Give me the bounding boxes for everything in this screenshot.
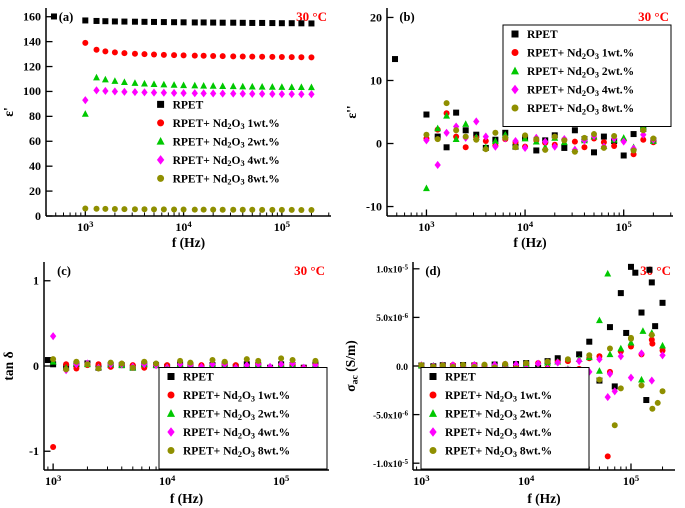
svg-text:10: 10 [370,73,382,87]
svg-text:RPET+ Nd2O3 4wt.%: RPET+ Nd2O3 4wt.% [183,427,290,440]
svg-text:5.0x10-6: 5.0x10-6 [376,313,408,324]
svg-text:60: 60 [29,134,41,148]
series-nd2-points [81,73,315,117]
svg-text:RPET+ Nd2O3 8wt.%: RPET+ Nd2O3 8wt.% [183,446,290,459]
svg-text:40: 40 [29,159,41,173]
panel-c: 103 104 105 -1 0 1 f (Hz) tan δ (c) 30 °C RPET RPET… [0,252,343,508]
svg-text:RPET+ Nd2O3 4wt.%: RPET+ Nd2O3 4wt.% [173,155,280,168]
svg-text:RPET+ Nd2O3 8wt.%: RPET+ Nd2O3 8wt.% [445,446,552,459]
svg-text:30 °C: 30 °C [640,263,671,278]
svg-text:RPET: RPET [183,372,214,384]
svg-text:f (Hz): f (Hz) [527,491,560,506]
svg-text:20: 20 [29,184,41,198]
svg-text:-5.0x10-6: -5.0x10-6 [373,410,409,421]
svg-text:140: 140 [23,34,41,48]
svg-text:f (Hz): f (Hz) [170,491,203,506]
panel-b: 103 104 105 -10 0 10 20 f (Hz) ε'' (b) 30 °C RPET RP… [343,0,685,252]
svg-text:103: 103 [45,473,62,488]
svg-text:RPET+ Nd2O3 1wt.%: RPET+ Nd2O3 1wt.% [173,118,280,131]
svg-text:RPET+ Nd2O3 8wt.%: RPET+ Nd2O3 8wt.% [173,173,280,186]
svg-text:105: 105 [273,473,289,488]
svg-text:tan δ: tan δ [1,351,16,380]
svg-text:RPET: RPET [173,99,204,111]
svg-text:1.0x10-5: 1.0x10-5 [376,264,408,275]
svg-text:0: 0 [376,136,382,150]
svg-text:103: 103 [418,219,435,234]
svg-text:RPET: RPET [445,372,476,384]
svg-text:(d): (d) [425,264,440,278]
svg-text:30 °C: 30 °C [296,9,327,24]
svg-text:σac (S/m): σac (S/m) [343,340,361,391]
svg-text:105: 105 [616,219,632,234]
svg-text:ε': ε' [1,107,16,117]
svg-text:(c): (c) [57,264,71,278]
svg-text:-1.0x10-5: -1.0x10-5 [373,459,409,470]
svg-text:160: 160 [23,10,41,24]
series-nd4-points [82,86,315,105]
series-nd8-points [423,100,657,155]
svg-text:105: 105 [274,219,290,234]
svg-text:RPET+ Nd2O3 2wt.%: RPET+ Nd2O3 2wt.% [527,66,634,79]
svg-text:RPET+ Nd2O3 4wt.%: RPET+ Nd2O3 4wt.% [445,427,552,440]
svg-text:100: 100 [23,84,41,98]
svg-text:30 °C: 30 °C [294,263,325,278]
svg-text:f (Hz): f (Hz) [172,235,205,250]
series-nd8-points [82,205,315,214]
svg-text:(a): (a) [59,10,74,24]
svg-text:0: 0 [33,359,39,373]
svg-text:RPET+ Nd2O3 1wt.%: RPET+ Nd2O3 1wt.% [445,390,552,403]
svg-text:0: 0 [35,209,41,223]
series-rpet-points [50,13,315,27]
svg-text:103: 103 [77,219,94,234]
svg-text:104: 104 [175,219,192,234]
svg-text:f (Hz): f (Hz) [513,235,546,250]
legend-b: RPET RPET+ Nd2O3 1wt.% RPET+ Nd2O3 2wt.% RP… [502,24,672,127]
svg-text:RPET+ Nd2O3 4wt.%: RPET+ Nd2O3 4wt.% [527,85,634,98]
svg-text:0.0: 0.0 [396,363,408,373]
svg-text:120: 120 [23,59,41,73]
svg-text:RPET: RPET [527,29,558,41]
svg-text:RPET+ Nd2O3 1wt.%: RPET+ Nd2O3 1wt.% [183,390,290,403]
svg-text:RPET+ Nd2O3 8wt.%: RPET+ Nd2O3 8wt.% [527,103,634,116]
svg-text:RPET+ Nd2O3 1wt.%: RPET+ Nd2O3 1wt.% [527,48,634,61]
svg-text:30 °C: 30 °C [638,9,669,24]
svg-text:RPET+ Nd2O3 2wt.%: RPET+ Nd2O3 2wt.% [445,409,552,422]
series-nd1-points [82,39,315,61]
svg-text:104: 104 [517,219,534,234]
legend-a: RPET RPET+ Nd2O3 1wt.% RPET+ Nd2O3 2wt.% RP… [156,99,280,187]
svg-text:104: 104 [159,473,176,488]
svg-text:105: 105 [623,473,639,488]
svg-text:80: 80 [29,109,41,123]
svg-text:ε'': ε'' [344,105,359,118]
panel-d-chart: 103 104 105 -1.0x10-5 -5.0x10-6 0.0 5.0x10-6 1.… [343,262,675,506]
svg-text:RPET+ Nd2O3 2wt.%: RPET+ Nd2O3 2wt.% [183,409,290,422]
svg-text:1: 1 [33,274,39,288]
svg-text:-10: -10 [366,199,382,213]
svg-text:RPET+ Nd2O3 2wt.%: RPET+ Nd2O3 2wt.% [173,136,280,149]
panel-a-chart: 103 104 105 0 20 40 60 80 100 120 140 160 f (Hz) ε' (a… [1,8,331,250]
panel-d: 103 104 105 -1.0x10-5 -5.0x10-6 0.0 5.0x10-6 1.… [343,252,685,508]
svg-text:(b): (b) [399,10,414,24]
svg-text:20: 20 [370,10,382,24]
legend-d: RPET RPET+ Nd2O3 1wt.% RPET+ Nd2O3 2wt.% RP… [420,367,590,470]
svg-text:103: 103 [413,473,430,488]
legend-c: RPET RPET+ Nd2O3 1wt.% RPET+ Nd2O3 2wt.% RP… [158,367,328,470]
svg-text:-1: -1 [29,444,39,458]
svg-text:104: 104 [518,473,535,488]
panel-a: 103 104 105 0 20 40 60 80 100 120 140 160 f (Hz) ε' (a… [0,0,343,252]
